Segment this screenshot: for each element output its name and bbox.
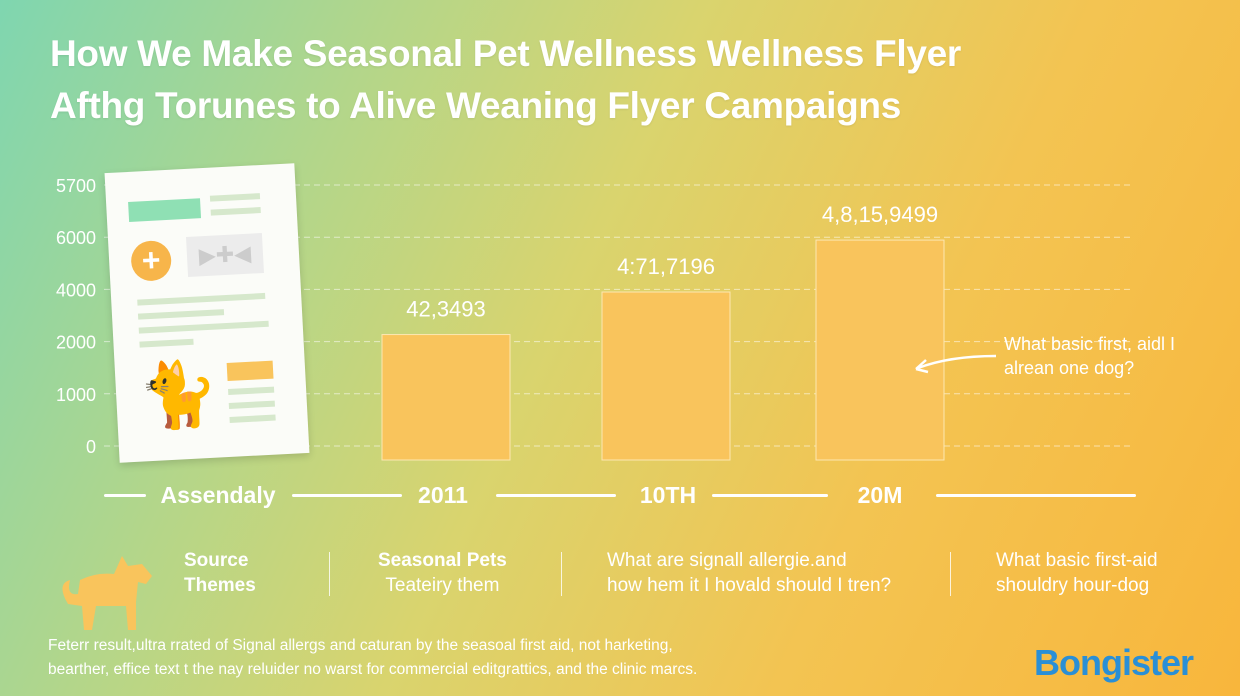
divider [950, 552, 951, 596]
footer-text: Seasonal Pets [378, 550, 507, 571]
x-tick-label: Assendaly [160, 482, 276, 508]
title-line-1: How We Make Seasonal Pet Wellness Wellne… [50, 33, 961, 74]
bar [601, 291, 731, 461]
x-tick-label: 20M [857, 482, 903, 508]
footer-text: shouldry hour-dog [996, 575, 1150, 596]
bar [381, 334, 511, 461]
axis-line [936, 494, 1136, 497]
footnote-line: bearther, effice text t the nay reluider… [48, 661, 698, 678]
y-tick-label: 2000 [56, 333, 96, 353]
y-tick-label: 0 [86, 437, 96, 457]
axis-line [104, 494, 146, 497]
footer-text: Themes [184, 575, 256, 596]
footnote: Feterr result,ultra rrated of Signal all… [48, 634, 697, 682]
divider [329, 552, 330, 596]
axis-line [292, 494, 402, 497]
footer-source-themes: Source Themes [184, 548, 256, 598]
footer-allergies: What are signall allergie.and how hem it… [607, 548, 891, 598]
divider [561, 552, 562, 596]
data-label: 42,3493 [406, 297, 486, 322]
footer-first-aid: What basic first-aid shouldry hour-dog [996, 548, 1158, 598]
footer-text: Teateiry them [385, 575, 500, 596]
footnote-line: Feterr result,ultra rrated of Signal all… [48, 637, 673, 654]
brand-logo: Bongister [1034, 642, 1194, 683]
data-label: 4:71,7196 [617, 254, 715, 279]
footer-text: What basic first-aid [996, 550, 1158, 571]
x-tick-label: 10TH [639, 482, 697, 508]
y-tick-label: 6000 [56, 228, 96, 248]
page-title: How We Make Seasonal Pet Wellness Wellne… [50, 28, 961, 132]
annotation-line: What basic first, aidl I [1004, 334, 1176, 354]
annotation: What basic first, aidl I alrean one dog? [1004, 332, 1175, 380]
title-line-2: Afthg Torunes to Alive Weaning Flyer Cam… [50, 85, 902, 126]
dog-icon [62, 556, 152, 630]
footer-text: What are signall allergie.and [607, 550, 847, 571]
axis-line [712, 494, 828, 497]
footer-text: how hem it I hovald should I tren? [607, 575, 892, 596]
y-tick-label: 4000 [56, 280, 96, 300]
bar [815, 239, 945, 461]
y-tick-label: 5700 [56, 176, 96, 196]
footer-seasonal-pets: Seasonal Pets Teateiry them [378, 548, 507, 598]
data-label: 4,8,15,9499 [822, 202, 938, 227]
axis-line [496, 494, 616, 497]
y-tick-label: 1000 [56, 385, 96, 405]
annotation-line: alrean one dog? [1004, 358, 1135, 378]
footer-text: Source [184, 550, 249, 571]
x-tick-label: 2011 [418, 482, 468, 508]
